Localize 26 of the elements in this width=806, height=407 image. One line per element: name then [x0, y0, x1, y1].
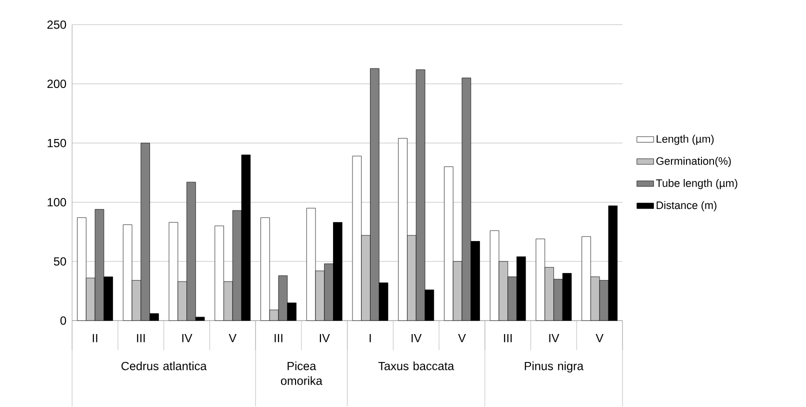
x-tick-label: V [596, 334, 604, 342]
legend-label: Tube length (µm) [656, 179, 738, 190]
x-tick-label: II [92, 334, 98, 342]
y-tick-label: 0 [60, 316, 66, 325]
x-tick-label: V [458, 334, 466, 342]
text: Cedrus atlantica [121, 362, 207, 370]
text: Picea omorika [280, 362, 322, 386]
x-tick-label: III [274, 334, 282, 342]
x-tick-label: IV [412, 334, 422, 342]
text: Pinus nigra [524, 362, 584, 373]
x-tick-label: IV [320, 334, 330, 342]
y-tick-label: 250 [47, 20, 66, 30]
y-tick-label: 50 [54, 257, 66, 266]
y-tick-label: 150 [48, 139, 66, 148]
y-tick-label: 100 [48, 198, 66, 207]
y-tick-label: 200 [47, 80, 66, 88]
x-tick-label: I [370, 334, 371, 342]
text: Taxus baccata [378, 362, 454, 370]
legend-label: Length (µm) [656, 134, 714, 146]
legend-label: Germination(%) [656, 157, 731, 168]
legend-label: Distance (m) [656, 201, 716, 212]
x-tick-label: IV [182, 334, 192, 342]
x-tick-label: III [137, 334, 145, 342]
x-tick-label: IV [549, 334, 560, 342]
x-tick-label: V [228, 334, 237, 342]
x-tick-label: III [504, 334, 512, 342]
